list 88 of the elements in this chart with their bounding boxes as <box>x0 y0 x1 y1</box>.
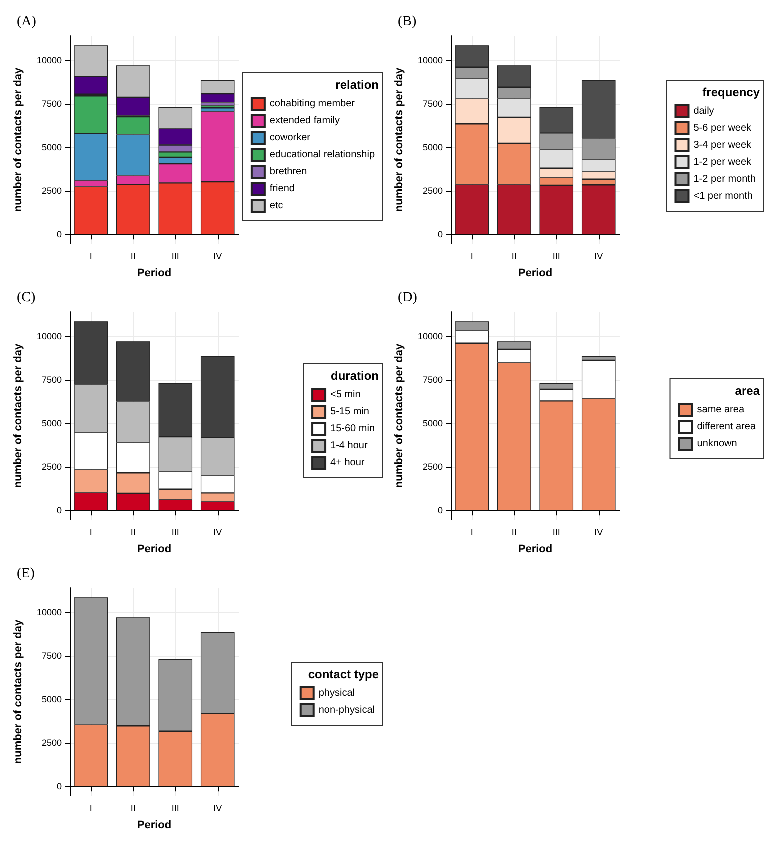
legend-label: 15-60 min <box>330 424 375 434</box>
y-tick-label: 0 <box>438 230 443 240</box>
legend-label: <5 min <box>330 390 361 400</box>
y-tick-label: 2500 <box>42 186 62 196</box>
x-tick-label: I <box>90 252 92 262</box>
x-tick-label: IV <box>214 528 222 538</box>
y-tick-label: 0 <box>56 782 62 792</box>
y-tick-label: 7500 <box>422 374 443 385</box>
y-tick-label: 2500 <box>422 186 443 196</box>
legend-label: educational relationship <box>270 150 376 160</box>
legend-title: area <box>735 384 760 398</box>
y-tick-label: 5000 <box>422 142 443 152</box>
legend-label: coworker <box>270 132 312 144</box>
y-tick-label: 7500 <box>42 98 62 109</box>
y-tick-label: 2500 <box>422 462 443 472</box>
chart-title: (B) <box>398 14 417 30</box>
y-tick-label: 0 <box>438 506 443 516</box>
x-tick-label: I <box>470 528 474 538</box>
y-tick-label: 0 <box>56 230 62 240</box>
legend-title: frequency <box>702 86 760 100</box>
x-tick-label: II <box>512 528 517 538</box>
x-tick-label: II <box>512 252 517 262</box>
y-tick-label: 7500 <box>42 374 62 385</box>
y-tick-label: 10000 <box>418 331 443 342</box>
y-tick-label: 7500 <box>42 650 62 661</box>
legend-title: duration <box>331 369 380 383</box>
y-tick-label: 5000 <box>42 694 62 704</box>
legend-label: cohabiting member <box>270 98 356 110</box>
legend-label: 1-4 hour <box>330 440 368 452</box>
y-tick-label: 0 <box>56 506 62 516</box>
legend-label: same area <box>697 404 745 416</box>
y-tick-label: 5000 <box>42 142 62 152</box>
y-tick-label: 5000 <box>422 418 443 428</box>
x-tick-label: III <box>552 252 560 262</box>
y-axis-title: number of contacts per day <box>12 343 24 488</box>
x-tick-label: IV <box>214 252 222 262</box>
legend-label: different area <box>697 422 756 432</box>
x-tick-label: II <box>130 528 136 538</box>
legend-label: extended family <box>270 116 340 126</box>
legend-label: physical <box>318 688 355 699</box>
y-tick-label: 5000 <box>42 418 62 428</box>
x-axis-title: Period <box>137 820 172 832</box>
y-axis-title: number of contacts per day <box>12 619 24 764</box>
legend-label: etc <box>270 200 284 212</box>
legend-label: 1-2 per week <box>694 157 753 168</box>
legend-label: 5-15 min <box>330 406 370 418</box>
x-tick-label: III <box>172 252 180 262</box>
y-tick-label: 10000 <box>36 55 62 66</box>
chart-title: (A) <box>17 14 37 30</box>
y-tick-label: 7500 <box>422 98 443 109</box>
x-tick-label: III <box>172 528 180 538</box>
x-tick-label: II <box>130 804 136 814</box>
y-tick-label: 2500 <box>42 462 62 472</box>
x-tick-label: II <box>130 252 136 262</box>
x-axis-title: Period <box>518 268 553 280</box>
y-tick-label: 2500 <box>42 738 62 748</box>
chart-title: (C) <box>17 290 36 306</box>
legend-label: daily <box>694 106 714 117</box>
legend-label: <1 per month <box>694 191 753 202</box>
legend-label: 1-2 per month <box>694 174 756 185</box>
legend-label: friend <box>270 184 295 194</box>
legend-label: 3-4 per week <box>694 140 753 151</box>
x-axis-title: Period <box>137 544 172 556</box>
x-tick-label: I <box>90 804 92 814</box>
legend-label: 5-6 per week <box>694 123 753 134</box>
x-tick-label: III <box>172 804 180 814</box>
x-tick-label: IV <box>214 804 222 814</box>
y-axis-title: number of contacts per day <box>394 67 406 212</box>
y-tick-label: 10000 <box>418 55 443 66</box>
y-axis-title: number of contacts per day <box>12 67 24 212</box>
legend-label: non-physical <box>318 705 376 716</box>
x-tick-label: I <box>90 528 92 538</box>
chart-title: (D) <box>398 290 418 306</box>
y-tick-label: 10000 <box>36 607 62 618</box>
legend-label: brethren <box>270 166 308 178</box>
y-axis-title: number of contacts per day <box>394 343 406 488</box>
x-tick-label: IV <box>594 252 604 262</box>
legend-title: contact type <box>308 668 380 682</box>
chart-title: (E) <box>17 566 36 582</box>
x-tick-label: IV <box>594 528 604 538</box>
legend-label: 4+ hour <box>330 458 366 468</box>
x-tick-label: III <box>552 528 560 538</box>
x-axis-title: Period <box>137 268 172 280</box>
legend-title: relation <box>336 78 379 92</box>
legend-label: unknown <box>697 438 738 450</box>
y-tick-label: 10000 <box>36 331 62 342</box>
x-axis-title: Period <box>518 544 553 556</box>
x-tick-label: I <box>470 252 474 262</box>
